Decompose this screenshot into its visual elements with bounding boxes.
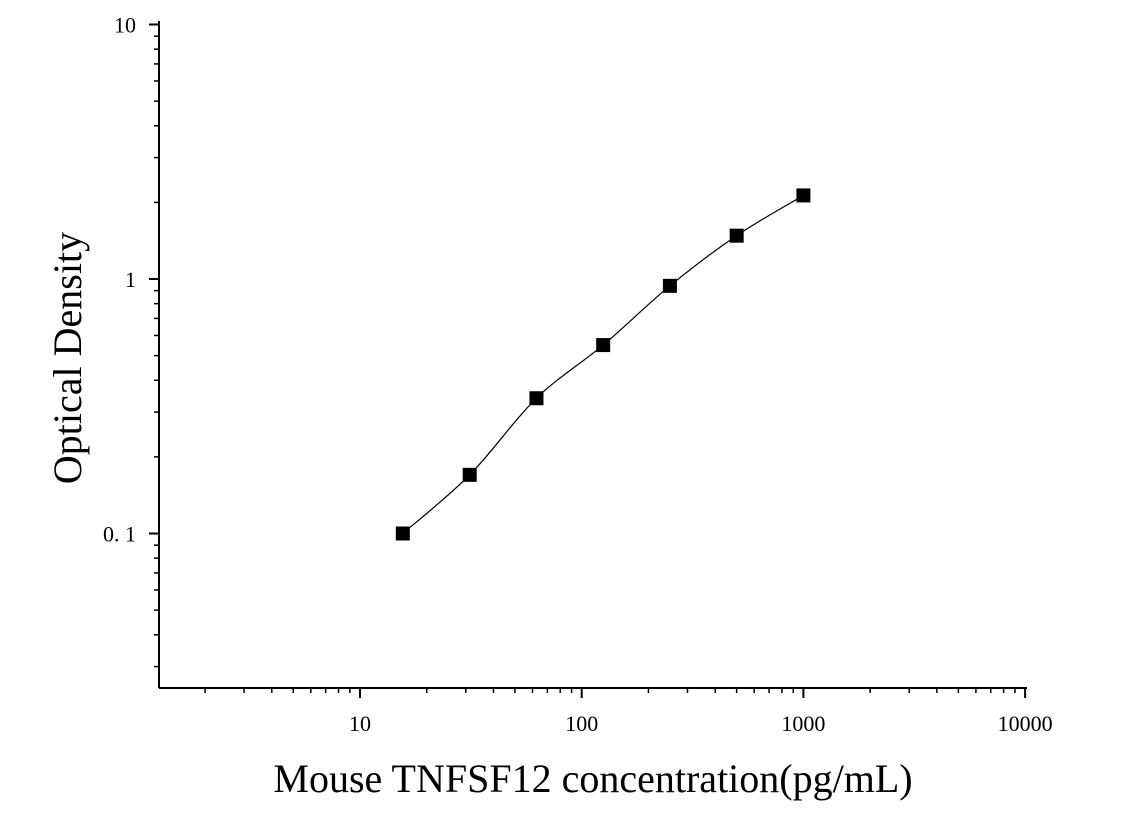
x-tick-label: 10 bbox=[349, 711, 371, 736]
x-axis-title: Mouse TNFSF12 concentration(pg/mL) bbox=[273, 756, 912, 801]
x-tick-label: 100 bbox=[565, 711, 598, 736]
data-point bbox=[796, 188, 811, 203]
x-tick-label: 10000 bbox=[998, 711, 1053, 736]
y-axis-title: Optical Density bbox=[45, 232, 90, 484]
data-point bbox=[462, 467, 477, 482]
data-point bbox=[596, 338, 611, 353]
y-tick-label: 1 bbox=[125, 267, 136, 292]
y-tick-label: 10 bbox=[114, 13, 136, 38]
data-points bbox=[395, 188, 811, 541]
data-point bbox=[529, 391, 544, 406]
data-point bbox=[729, 228, 744, 243]
major-ticks bbox=[149, 23, 1027, 698]
tick-labels: 10 100 1000 10000 0. 1 1 10 bbox=[103, 13, 1053, 737]
fit-curve bbox=[402, 194, 804, 534]
x-tick-label: 1000 bbox=[781, 711, 825, 736]
y-tick-label: 0. 1 bbox=[103, 522, 136, 547]
data-point bbox=[662, 278, 677, 293]
data-point bbox=[395, 526, 410, 541]
minor-ticks bbox=[154, 35, 1016, 693]
